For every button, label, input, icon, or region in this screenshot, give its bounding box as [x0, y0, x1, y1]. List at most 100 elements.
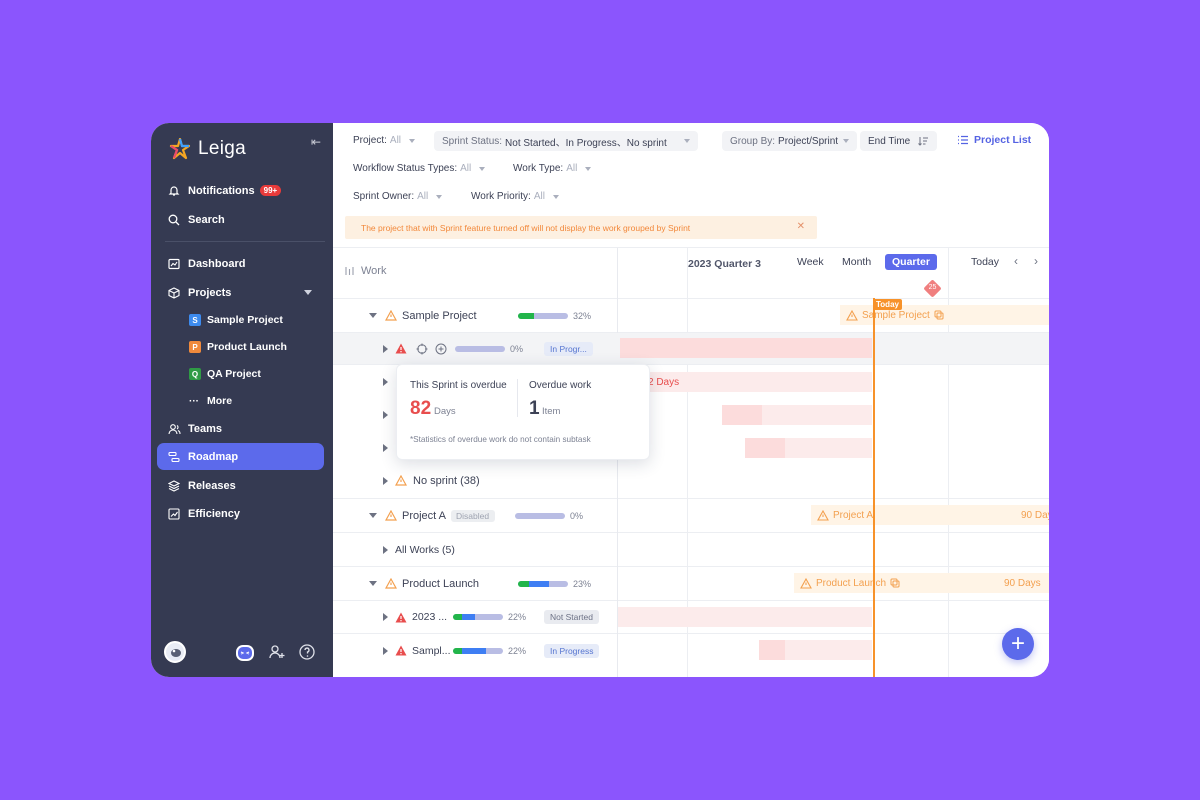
link-icon: [934, 310, 944, 320]
bar-product-launch[interactable]: Product Launch 90 Days: [794, 573, 1049, 593]
sidebar-item-efficiency[interactable]: Efficiency: [157, 500, 324, 527]
status-badge: In Progr...: [544, 341, 593, 356]
sidebar-item-label: Efficiency: [188, 507, 240, 520]
prev-arrow-icon[interactable]: ‹: [1014, 254, 1018, 268]
today-line: [873, 298, 875, 677]
progress-percent: 0%: [570, 510, 584, 521]
filter-label: Workflow Status Types:: [353, 163, 458, 174]
expand-caret-icon[interactable]: [369, 581, 377, 586]
timeline-gridline: [687, 248, 688, 677]
collapse-sidebar-icon[interactable]: ⇤: [311, 135, 322, 149]
help-icon[interactable]: [298, 643, 316, 661]
bar-overdue[interactable]: 2 Days: [618, 372, 872, 392]
sprint-name: 2023 ...: [412, 611, 448, 623]
warning-icon: [395, 475, 407, 486]
expand-caret-icon[interactable]: [383, 410, 388, 419]
search-icon: [167, 213, 181, 227]
row-project-a[interactable]: Project A Disabled 0%: [333, 499, 618, 532]
row-sprint-selected[interactable]: 0% In Progr...: [333, 333, 618, 364]
workflow-status-filter[interactable]: Workflow Status Types: All: [353, 163, 486, 174]
chevron-down-icon[interactable]: [304, 290, 312, 295]
bar-sample-sprint[interactable]: [759, 640, 872, 660]
row-sprint-2023[interactable]: 2023 ... 22% Not Started: [333, 601, 618, 633]
overdue-tooltip: This Sprint is overdue 82 Days Overdue w…: [396, 364, 650, 460]
bar-sprint-2023[interactable]: [618, 607, 872, 627]
sidebar-project-product-launch[interactable]: P Product Launch: [189, 337, 287, 357]
sidebar-projects-more[interactable]: ··· More: [189, 391, 232, 411]
project-filter[interactable]: Project: All: [353, 135, 416, 146]
expand-caret-icon[interactable]: [369, 513, 377, 518]
sidebar-item-label: Projects: [188, 286, 232, 299]
row-sprint[interactable]: [333, 431, 618, 464]
bar-sample-project[interactable]: Sample Project: [840, 305, 1049, 325]
expand-caret-icon[interactable]: [383, 377, 388, 386]
logo[interactable]: Leiga: [169, 138, 246, 160]
quarter-label: 2023 Quarter 3: [688, 258, 761, 270]
sidebar-item-dashboard[interactable]: Dashboard: [157, 250, 324, 277]
overdue-warning-icon[interactable]: [395, 645, 407, 656]
zoom-quarter[interactable]: Quarter: [885, 254, 937, 270]
sidebar-project-qa[interactable]: Q QA Project: [189, 364, 261, 384]
sidebar-project-sample[interactable]: S Sample Project: [189, 310, 283, 330]
user-avatar[interactable]: [164, 641, 186, 663]
sprint-owner-filter[interactable]: Sprint Owner: All: [353, 191, 443, 202]
notifications-nav[interactable]: Notifications 99+: [157, 177, 324, 204]
columns-icon[interactable]: [345, 266, 354, 276]
expand-caret-icon[interactable]: [383, 476, 388, 485]
end-time-sort[interactable]: End Time: [860, 131, 938, 151]
sidebar-item-projects[interactable]: Projects: [157, 279, 324, 306]
bar-sprint[interactable]: [620, 338, 872, 358]
row-no-sprint[interactable]: No sprint (38): [333, 464, 618, 497]
work-type-filter[interactable]: Work Type: All: [513, 163, 592, 174]
row-product-launch[interactable]: Product Launch 23%: [333, 567, 618, 600]
row-all-works[interactable]: All Works (5): [333, 533, 618, 566]
add-circle-icon[interactable]: [435, 343, 447, 355]
row-sample-sprint[interactable]: Sampl... 22% In Progress: [333, 634, 618, 667]
expand-caret-icon[interactable]: [383, 344, 388, 353]
warning-icon: [800, 577, 812, 589]
filter-value: All: [389, 135, 402, 146]
close-icon[interactable]: ✕: [796, 221, 805, 232]
timeline-header: 2023 Quarter 3 Week Month Quarter Today …: [618, 248, 1049, 298]
zoom-week[interactable]: Week: [797, 256, 824, 268]
dropdown-caret-icon: [843, 139, 850, 143]
sidebar-item-releases[interactable]: Releases: [157, 472, 324, 499]
sidebar-item-roadmap[interactable]: Roadmap: [157, 443, 324, 470]
filter-label: Project:: [353, 135, 387, 146]
roadmap-grid: 2023 Quarter 3 Week Month Quarter Today …: [333, 247, 1049, 677]
today-button[interactable]: Today: [971, 256, 1000, 268]
project-avatar: Q: [189, 368, 201, 380]
sprint-status-filter[interactable]: Sprint Status: Not Started、In Progress、N…: [434, 131, 698, 151]
zoom-month[interactable]: Month: [842, 256, 872, 268]
expand-caret-icon[interactable]: [383, 646, 388, 655]
row-sprint[interactable]: [333, 398, 618, 431]
group-by-filter[interactable]: Group By: Project/Sprint: [722, 131, 858, 151]
expand-caret-icon[interactable]: [369, 313, 377, 318]
add-fab-button[interactable]: +: [1002, 628, 1034, 660]
project-list-button[interactable]: Project List: [957, 134, 1031, 146]
next-arrow-icon[interactable]: ›: [1034, 254, 1038, 268]
filter-value: Project/Sprint: [778, 135, 839, 147]
work-priority-filter[interactable]: Work Priority: All: [471, 191, 559, 202]
row-divider: [333, 298, 1049, 299]
warning-icon: [817, 509, 829, 521]
expand-caret-icon[interactable]: [383, 613, 388, 621]
popup-note: *Statistics of overdue work do not conta…: [410, 435, 591, 444]
overdue-warning-icon[interactable]: [395, 612, 407, 623]
add-user-icon[interactable]: [268, 643, 286, 661]
row-sample-project[interactable]: Sample Project 32%: [333, 299, 618, 332]
sidebar-item-teams[interactable]: Teams: [157, 415, 324, 442]
row-divider: [333, 332, 1049, 333]
overdue-warning-icon[interactable]: [395, 343, 407, 354]
search-nav[interactable]: Search: [157, 206, 324, 233]
mascot-icon[interactable]: [235, 643, 255, 663]
expand-caret-icon[interactable]: [383, 545, 388, 554]
expand-caret-icon[interactable]: [383, 443, 388, 452]
bar-label: Project A: [833, 509, 874, 521]
bar-project-a[interactable]: Project A 90 Days: [811, 505, 1049, 525]
app-window: Leiga ⇤ Notifications 99+ Search Dashboa…: [151, 123, 1049, 677]
bar-days-label: 90 Days: [1021, 509, 1049, 521]
row-sprint[interactable]: [333, 365, 618, 398]
project-label: QA Project: [207, 368, 261, 380]
target-icon[interactable]: [416, 343, 428, 355]
